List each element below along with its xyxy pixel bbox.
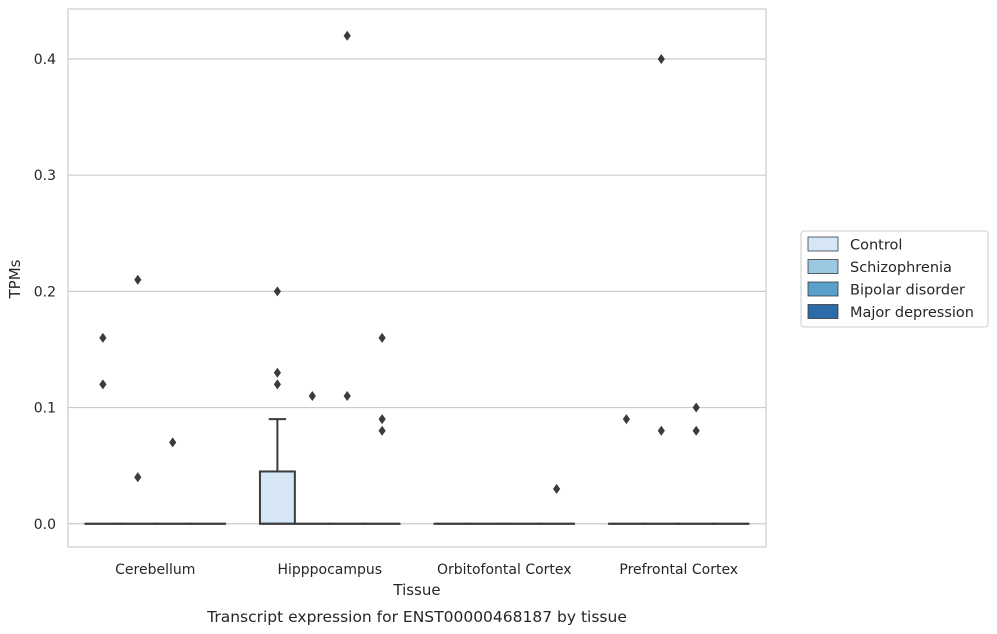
x-axis-label: Tissue [392,581,440,599]
outlier-point [553,483,561,494]
outlier-point [378,414,386,425]
outlier-point [657,53,665,64]
legend-swatch [807,236,839,252]
outlier-point [622,414,630,425]
chart-caption: Transcript expression for ENST0000046818… [206,608,627,626]
legend-label: Bipolar disorder [850,283,965,299]
box-series-group [84,418,750,525]
legend-swatch [807,281,839,297]
y-tick-label: 0.2 [34,284,56,300]
x-tick-label: Prefrontal Cortex [619,562,738,578]
y-tick-label: 0.0 [34,517,56,533]
y-tick-labels: 0.0 0.1 0.2 0.3 0.4 [34,52,56,533]
outlier-point [134,472,142,483]
outlier-point [657,425,665,436]
y-axis-label: TPMs [6,259,24,299]
legend-swatch [807,259,839,274]
legend-swatch [807,304,839,319]
outlier-point [343,30,351,41]
outlier-point [273,379,281,390]
outlier-point [169,437,177,448]
legend: Control Schizophrenia Bipolar disorder Majo… [800,230,989,328]
outlier-point [273,286,281,297]
outlier-points-group [99,30,700,494]
legend-label: Control [850,238,902,254]
outlier-point [692,425,700,436]
y-tick-label: 0.1 [34,401,56,417]
legend-label: Schizophrenia [850,260,952,276]
y-tick-label: 0.3 [34,168,56,184]
plot-area-frame [67,8,767,548]
outlier-point [99,332,107,343]
outlier-point [378,425,386,436]
box-body [258,470,296,525]
y-tick-label: 0.4 [34,52,56,68]
outlier-point [378,332,386,343]
x-tick-labels: Cerebellum Hipppocampus Orbitofontal Corte… [115,562,738,578]
x-tick-label: Orbitofontal Cortex [437,562,572,578]
outlier-point [692,402,700,413]
legend-label: Major depression [850,305,974,321]
outlier-point [99,379,107,390]
outlier-point [343,390,351,401]
y-gridlines [68,58,766,525]
outlier-point [273,367,281,378]
x-tick-label: Cerebellum [115,562,195,578]
legend-frame [800,230,989,328]
x-tick-label: Hipppocampus [277,562,382,578]
box-0-1 [258,418,296,525]
outlier-point [134,274,142,285]
outlier-point [308,390,316,401]
